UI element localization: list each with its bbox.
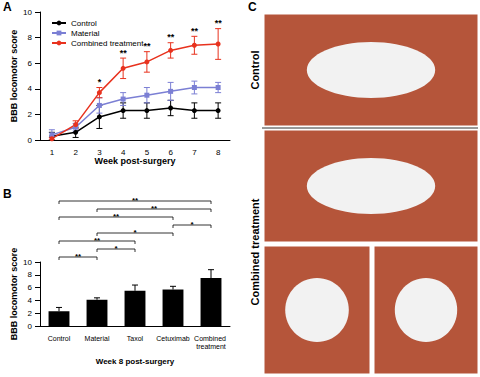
svg-text:4: 4	[28, 296, 33, 305]
svg-text:*: *	[190, 220, 194, 229]
svg-text:10: 10	[23, 8, 32, 17]
svg-text:3: 3	[97, 148, 102, 157]
svg-text:**: **	[191, 26, 199, 36]
svg-text:Cetuximab: Cetuximab	[156, 335, 190, 342]
svg-text:6: 6	[28, 59, 33, 68]
svg-text:2: 2	[73, 148, 78, 157]
svg-text:**: **	[113, 212, 120, 221]
svg-text:A: A	[3, 0, 12, 14]
svg-text:Control: Control	[71, 19, 97, 28]
svg-text:**: **	[120, 48, 128, 58]
svg-text:C: C	[248, 0, 257, 14]
svg-text:BBB locomotor score: BBB locomotor score	[9, 248, 19, 341]
svg-text:*: *	[98, 77, 102, 87]
svg-text:**: **	[94, 236, 101, 245]
svg-text:*: *	[114, 244, 118, 253]
svg-text:**: **	[143, 41, 151, 51]
svg-text:2: 2	[28, 309, 33, 318]
svg-text:Week 8 post-surgery: Week 8 post-surgery	[96, 357, 175, 366]
svg-text:8: 8	[28, 33, 33, 42]
svg-text:Control: Control	[48, 335, 71, 342]
svg-text:Combined treatment: Combined treatment	[71, 39, 144, 48]
svg-text:treatment: treatment	[196, 343, 226, 350]
svg-text:Taxol: Taxol	[127, 335, 144, 342]
svg-text:Week post-surgery: Week post-surgery	[95, 156, 176, 166]
svg-text:0: 0	[28, 136, 33, 145]
svg-text:10: 10	[23, 258, 32, 267]
svg-text:Material: Material	[85, 335, 110, 342]
svg-text:**: **	[167, 32, 175, 42]
svg-text:Combined treatment: Combined treatment	[249, 198, 261, 305]
svg-text:**: **	[151, 204, 158, 213]
svg-text:**: **	[215, 18, 223, 28]
svg-text:6: 6	[28, 283, 33, 292]
svg-text:**: **	[132, 196, 139, 205]
svg-text:6: 6	[168, 148, 173, 157]
svg-text:BBB locomotor score: BBB locomotor score	[9, 30, 19, 123]
svg-text:5: 5	[145, 148, 150, 157]
svg-text:7: 7	[192, 148, 197, 157]
svg-text:**: **	[75, 252, 82, 261]
svg-text:Control: Control	[249, 50, 261, 89]
svg-text:Material: Material	[71, 29, 100, 38]
svg-text:4: 4	[121, 148, 126, 157]
svg-text:1: 1	[50, 148, 55, 157]
svg-text:2: 2	[28, 110, 33, 119]
svg-text:8: 8	[216, 148, 221, 157]
svg-text:Combined: Combined	[194, 335, 228, 342]
svg-text:B: B	[3, 187, 12, 201]
svg-text:*: *	[133, 228, 137, 237]
svg-text:8: 8	[28, 270, 33, 279]
svg-text:4: 4	[28, 84, 33, 93]
svg-text:0: 0	[28, 322, 33, 331]
